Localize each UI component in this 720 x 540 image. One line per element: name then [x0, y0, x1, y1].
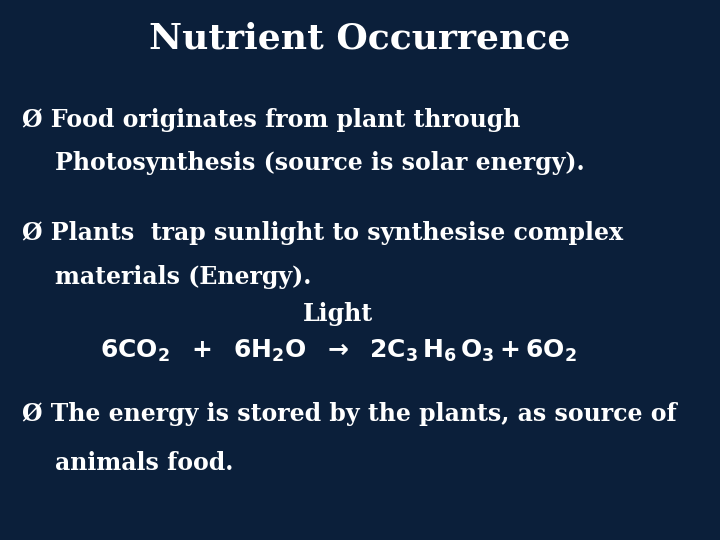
Text: Nutrient Occurrence: Nutrient Occurrence — [149, 22, 571, 56]
Text: materials (Energy).: materials (Energy). — [22, 265, 311, 288]
Text: animals food.: animals food. — [22, 451, 233, 475]
Text: Light: Light — [303, 302, 374, 326]
Text: Ø The energy is stored by the plants, as source of: Ø The energy is stored by the plants, as… — [22, 402, 676, 426]
Text: Ø Plants  trap sunlight to synthesise complex: Ø Plants trap sunlight to synthesise com… — [22, 221, 623, 245]
Text: $\mathbf{6CO_2\ \ +\ \ 6H_2O\ \ \rightarrow\ \ 2C_3\,H_6\,O_3 + 6O_2}$: $\mathbf{6CO_2\ \ +\ \ 6H_2O\ \ \rightar… — [100, 338, 577, 364]
Text: Photosynthesis (source is solar energy).: Photosynthesis (source is solar energy). — [22, 151, 584, 175]
Text: Ø Food originates from plant through: Ø Food originates from plant through — [22, 108, 520, 132]
